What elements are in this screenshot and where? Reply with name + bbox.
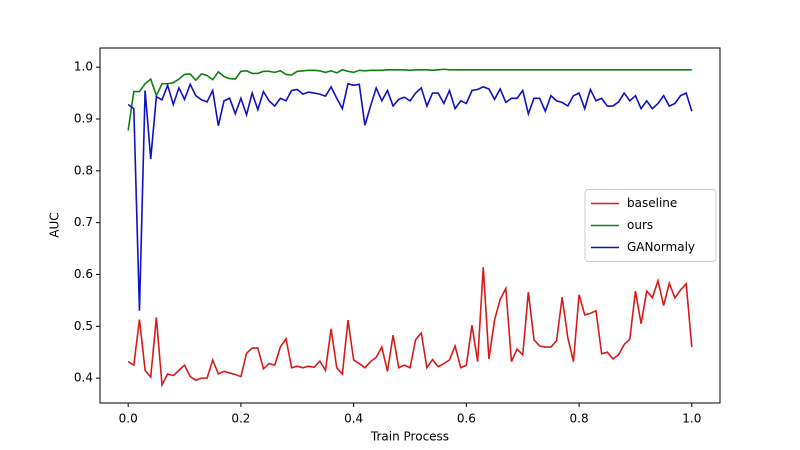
x-tick-label: 0.6: [457, 412, 476, 426]
x-axis-label: Train Process: [370, 430, 449, 444]
y-tick-label: 1.0: [74, 60, 93, 74]
legend-label: baseline: [627, 196, 677, 210]
legend-label: GANormaly: [627, 240, 695, 254]
series-line: [127, 68, 692, 131]
legend-box: [584, 189, 717, 262]
y-tick-label: 0.7: [74, 215, 93, 229]
x-tick-label: 1.0: [682, 412, 701, 426]
series-line: [127, 82, 693, 311]
axes-frame: [99, 47, 721, 404]
x-tick-label: 0.2: [231, 412, 250, 426]
series-line: [127, 267, 693, 388]
x-tick-label: 0.0: [119, 412, 138, 426]
legend-label: ours: [627, 218, 653, 232]
x-tick-label: 0.4: [344, 412, 363, 426]
y-tick-label: 0.5: [74, 319, 93, 333]
x-tick-label: 0.8: [570, 412, 589, 426]
y-tick-label: 0.8: [74, 163, 93, 177]
y-axis-label: AUC: [48, 212, 62, 237]
y-tick-label: 0.4: [74, 371, 93, 385]
y-tick-label: 0.9: [74, 112, 93, 126]
y-tick-label: 0.6: [74, 267, 93, 281]
